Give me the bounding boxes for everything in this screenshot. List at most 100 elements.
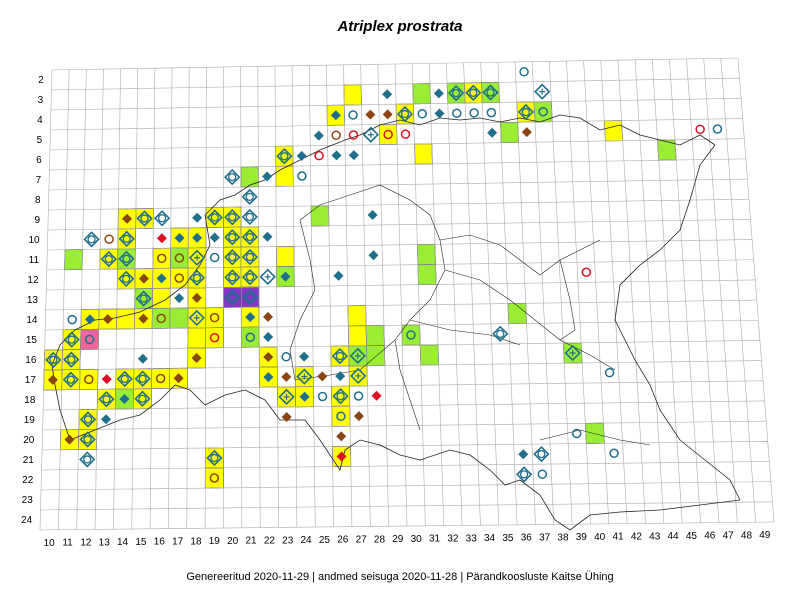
- marker-diamond: [263, 352, 274, 363]
- grid-cell-green: [170, 247, 189, 269]
- row-label: 17: [25, 375, 37, 386]
- row-label: 4: [37, 115, 43, 126]
- column-label: 30: [411, 534, 423, 545]
- grid-line-horizontal: [42, 420, 767, 431]
- grid-line-vertical: [343, 64, 353, 527]
- grid-cell-green: [310, 205, 330, 227]
- marker-circle: [317, 391, 328, 402]
- grid-line-vertical: [583, 60, 610, 524]
- grid-line-vertical: [411, 63, 426, 526]
- marker-diamond-ring-inner: [66, 375, 76, 384]
- row-label: 5: [37, 135, 43, 146]
- grid-line-horizontal: [44, 340, 760, 351]
- column-label: 26: [337, 535, 349, 546]
- row-label: 7: [36, 175, 42, 186]
- grid-line-vertical: [58, 69, 70, 530]
- marker-diamond: [299, 351, 310, 362]
- marker-diamond-ring-inner: [157, 214, 167, 223]
- marker-diamond-ring: [206, 449, 223, 467]
- marker-diamond: [102, 314, 113, 325]
- marker-ring-cross: [188, 249, 206, 266]
- marker-diamond: [368, 250, 379, 261]
- marker-diamond: [174, 233, 185, 244]
- marker-diamond: [174, 293, 185, 304]
- marker-diamond-ring: [224, 168, 241, 186]
- marker-circle: [486, 107, 497, 118]
- grid-line-vertical: [394, 63, 408, 527]
- marker-diamond-ring-inner: [83, 415, 93, 424]
- column-label: 16: [154, 537, 166, 548]
- grid-line-vertical: [76, 69, 87, 530]
- marker-diamond-ring-inner: [245, 252, 255, 262]
- row-label: 12: [27, 275, 39, 286]
- marker-diamond: [122, 213, 133, 224]
- marker-circle: [209, 252, 220, 263]
- grid-cell-green: [416, 243, 436, 265]
- marker-diamond-ring: [135, 290, 152, 307]
- marker-diamond-ring: [100, 250, 117, 268]
- marker-circle: [695, 124, 705, 135]
- row-label: 14: [26, 315, 38, 326]
- grid-cell-yellow: [79, 368, 99, 390]
- marker-diamond-ring: [241, 248, 259, 266]
- marker-diamond-ring-inner: [120, 374, 129, 384]
- column-label: 36: [521, 533, 533, 544]
- marker-diamond-ring-inner: [228, 253, 237, 262]
- marker-circle: [297, 171, 307, 181]
- marker-circle: [156, 253, 167, 264]
- marker-diamond: [137, 353, 148, 364]
- marker-diamond: [382, 89, 393, 100]
- grid-line-horizontal: [42, 441, 768, 451]
- grid-line-vertical: [600, 60, 628, 524]
- marker-diamond: [336, 431, 347, 442]
- grid-line-vertical: [39, 69, 53, 531]
- column-label: 12: [80, 538, 92, 549]
- marker-diamond-ring-inner: [228, 172, 237, 182]
- marker-diamond-ring: [465, 84, 482, 101]
- grid-line-horizontal: [50, 118, 743, 131]
- marker-diamond-ring-inner: [245, 272, 255, 282]
- marker-diamond-ring: [118, 270, 135, 287]
- grid-cell-green: [365, 325, 385, 347]
- grid-cell-yellow: [169, 267, 189, 289]
- grid-line-vertical: [360, 64, 371, 527]
- grid-line-vertical: [514, 61, 536, 525]
- marker-circle: [353, 391, 364, 401]
- grid-cell-yellow: [378, 123, 398, 145]
- marker-diamond-ring-inner: [451, 88, 461, 98]
- marker-circle: [281, 352, 291, 362]
- marker-circle: [571, 428, 582, 439]
- grid-line-horizontal: [45, 319, 759, 331]
- grid-line-horizontal: [43, 380, 764, 391]
- grid-line-vertical: [204, 67, 207, 529]
- row-label: 9: [35, 215, 41, 226]
- column-label: 40: [594, 532, 606, 543]
- grid-line-vertical: [257, 66, 261, 528]
- column-label: 42: [631, 532, 643, 543]
- grid-cell-yellow: [205, 307, 224, 329]
- grid-line-horizontal: [51, 77, 740, 91]
- grid-line-horizontal: [49, 138, 745, 151]
- marker-diamond: [521, 127, 532, 138]
- marker-diamond-ring-inner: [104, 254, 113, 264]
- marker-diamond: [353, 411, 364, 422]
- marker-diamond-ring-inner: [496, 329, 505, 338]
- marker-diamond-ring: [118, 250, 135, 267]
- column-label: 39: [576, 532, 588, 543]
- marker-circle: [469, 108, 479, 118]
- marker-diamond: [192, 212, 203, 223]
- marker-diamond-ring: [517, 103, 535, 121]
- grid-cell-green: [169, 307, 189, 329]
- column-label: 18: [190, 536, 202, 547]
- marker-circle: [155, 373, 166, 384]
- grid-line-horizontal: [47, 219, 751, 231]
- marker-diamond-ring: [118, 230, 135, 247]
- grid-line-horizontal: [46, 259, 754, 271]
- grid-line-vertical: [669, 59, 701, 523]
- marker-circle: [383, 129, 393, 140]
- column-label: 19: [209, 536, 221, 547]
- column-label: 48: [741, 530, 753, 541]
- grid-line-horizontal: [41, 461, 770, 471]
- column-label: 14: [117, 537, 129, 548]
